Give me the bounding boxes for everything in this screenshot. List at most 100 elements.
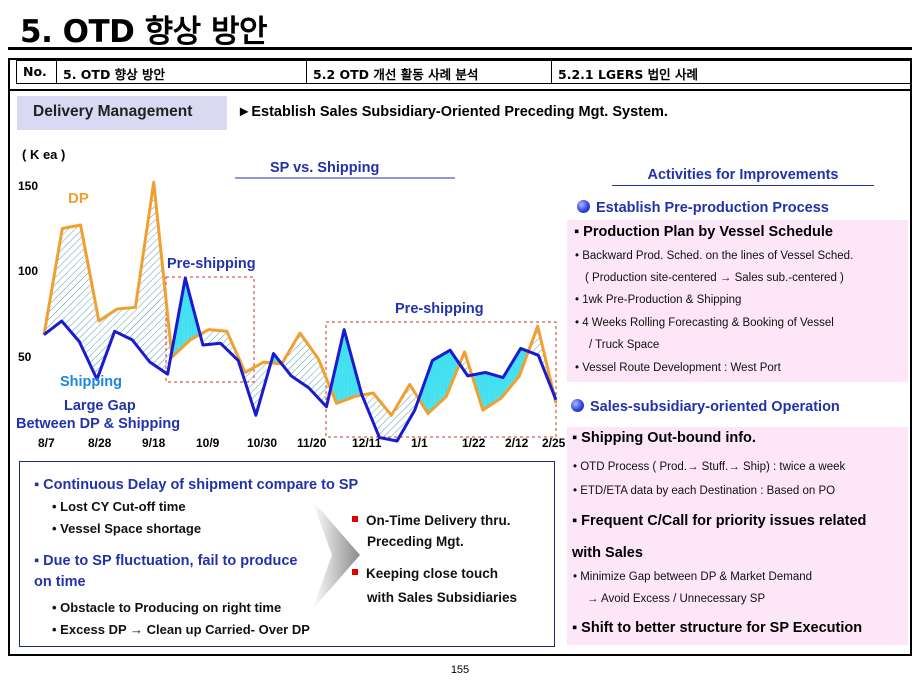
gap-fill [61, 228, 64, 323]
issue-heading-fluctuation: ▪ Due to SP fluctuation, fail to produce [34, 553, 298, 569]
gap-fill [305, 340, 307, 387]
gap-fill [188, 291, 191, 342]
gap-fill [67, 227, 69, 329]
gap-fill [442, 354, 444, 401]
solution-ontime: On-Time Delivery thru. [352, 513, 511, 528]
gap-fill [509, 364, 512, 388]
gap-fill [223, 330, 225, 348]
gap-fill [396, 405, 398, 441]
gap-fill [500, 376, 503, 399]
gap-fill [96, 308, 99, 379]
gap-fill [70, 226, 73, 334]
gap-fill [311, 349, 314, 393]
gap-fill [114, 309, 116, 332]
gap-fill [288, 350, 291, 375]
gap-fill [451, 351, 453, 385]
preshipping-box-1 [165, 276, 255, 383]
delivery-subtitle: ►Establish Sales Subsidiary-Oriented Pre… [237, 104, 668, 120]
gap-fill [310, 347, 312, 391]
p1-item-0: • Backward Prod. Sched. on the lines of … [575, 250, 854, 262]
gap-fill [502, 376, 504, 397]
series-line-shipping [43, 276, 558, 443]
annotation-dp: DP [68, 190, 89, 207]
gap-fill [518, 349, 521, 377]
gap-fill [79, 225, 82, 346]
gap-fill [84, 248, 87, 357]
gap-fill [205, 330, 207, 345]
gap-fill [93, 295, 96, 376]
gap-fill [428, 369, 430, 414]
gap-fill [339, 343, 342, 403]
gap-fill [503, 374, 506, 396]
gap-fill [155, 197, 157, 367]
gap-fill [212, 330, 215, 345]
gap-fill [435, 357, 438, 407]
gap-fill [308, 345, 311, 390]
gap-fill [317, 358, 320, 399]
gap-fill [189, 295, 192, 341]
gap-fill [508, 366, 511, 390]
gap-fill [323, 370, 325, 405]
gap-fill [86, 254, 88, 360]
gap-fill [224, 331, 227, 349]
issue-bullet-vessel: • Vessel Space shortage [52, 521, 202, 536]
x-tick-label: 12/11 [352, 436, 382, 450]
gap-fill [399, 398, 402, 437]
gap-fill [407, 385, 410, 423]
x-tick-label: 1/1 [411, 436, 428, 450]
gap-fill [159, 234, 161, 370]
gap-fill [206, 330, 209, 345]
gap-fill [58, 245, 60, 324]
gap-fill [403, 392, 406, 430]
gap-fill [125, 308, 128, 338]
gap-fill [344, 332, 347, 401]
p1-item-2: • 1wk Pre-Production & Shipping [575, 294, 742, 306]
gap-fill [371, 393, 374, 422]
gap-fill [95, 301, 97, 379]
gap-fill [370, 393, 372, 419]
arrow-shape [312, 500, 360, 610]
gap-fill [343, 332, 346, 401]
gap-fill [440, 354, 443, 402]
gap-fill [106, 315, 109, 353]
gap-fill [289, 348, 292, 376]
gap-fill [480, 373, 483, 407]
gap-fill [73, 226, 76, 337]
gap-fill [82, 234, 84, 351]
gap-fill [515, 355, 517, 382]
gap-fill [351, 355, 353, 398]
gap-fill [101, 318, 104, 367]
gap-fill [498, 376, 500, 400]
gap-fill [398, 401, 401, 439]
gap-fill [452, 353, 454, 382]
gap-fill [444, 352, 447, 398]
gap-fill [488, 373, 490, 407]
p1-item-1: ( Production site-centered → Sales sub.-… [585, 272, 844, 284]
gap-fill [307, 343, 310, 389]
gap-fill [385, 408, 388, 440]
gap-fill [186, 281, 188, 344]
gap-fill [294, 339, 297, 380]
gap-fill [448, 350, 451, 392]
p2-item-2: • Minimize Gap between DP & Market Deman… [573, 571, 813, 583]
gap-fill [445, 351, 448, 397]
p2-item-3: → Avoid Excess / Unnecessary SP [587, 593, 766, 605]
gap-fill [342, 332, 344, 402]
gap-fill [492, 374, 494, 405]
shipping-outbound-heading: ▪ Shipping Out-bound info. [572, 430, 756, 446]
gap-fill [219, 330, 221, 344]
gap-fill [516, 353, 518, 380]
gap-fill [425, 376, 428, 412]
gap-fill [143, 240, 146, 357]
gap-fill [429, 365, 431, 413]
gap-fill [81, 227, 83, 349]
annotation-preshipping-1: Pre-shipping [167, 256, 256, 272]
gap-fill [483, 372, 485, 411]
gap-fill [297, 335, 300, 381]
annotation-preshipping-2: Pre-shipping [395, 301, 484, 317]
gap-fill [315, 354, 317, 397]
y-axis-unit: ( K ea ) [22, 147, 65, 162]
gap-fill [292, 343, 294, 378]
gap-fill [372, 393, 375, 425]
gap-fill [424, 380, 426, 410]
